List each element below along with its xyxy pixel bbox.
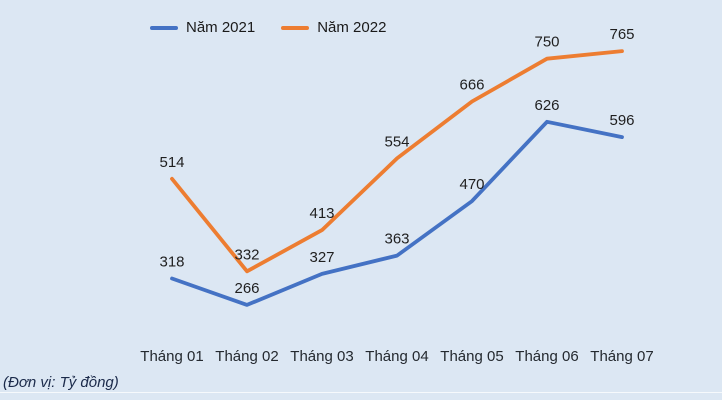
legend-swatch-nam-2022-icon [281,26,310,30]
data-label: 470 [459,176,484,193]
series-line-năm-2021[interactable] [170,119,624,307]
x-axis-label: Tháng 06 [515,348,578,365]
legend-label-nam-2022: Năm 2022 [317,19,387,36]
x-axis-label: Tháng 07 [590,348,653,365]
x-axis-label: Tháng 01 [140,348,203,365]
x-axis-label: Tháng 02 [215,348,278,365]
data-label: 514 [159,154,184,171]
x-axis-label: Tháng 03 [290,348,353,365]
data-label: 554 [384,133,409,150]
data-label: 318 [159,254,184,271]
legend-swatch-nam-2021-icon [150,26,178,30]
x-axis-label: Tháng 05 [440,348,503,365]
unit-label: (Đơn vị: Tỷ đồng) [3,374,119,391]
data-label: 327 [309,249,334,266]
bottom-divider [0,392,722,393]
data-label: 626 [534,97,559,114]
data-label: 596 [609,112,634,129]
legend: Năm 2021 Năm 2022 [150,18,386,38]
series-line-năm-2022[interactable] [170,49,624,274]
data-label: 765 [609,26,634,43]
data-label: 266 [234,280,259,297]
data-label: 363 [384,231,409,248]
legend-label-nam-2021: Năm 2021 [186,19,256,36]
data-label: 666 [459,77,484,94]
data-label: 750 [534,34,559,51]
x-axis-label: Tháng 04 [365,348,428,365]
data-label: 332 [234,246,259,263]
legend-item-nam-2022[interactable]: Năm 2022 [281,18,386,38]
data-label: 413 [309,205,334,222]
legend-item-nam-2021[interactable]: Năm 2021 [150,18,255,38]
